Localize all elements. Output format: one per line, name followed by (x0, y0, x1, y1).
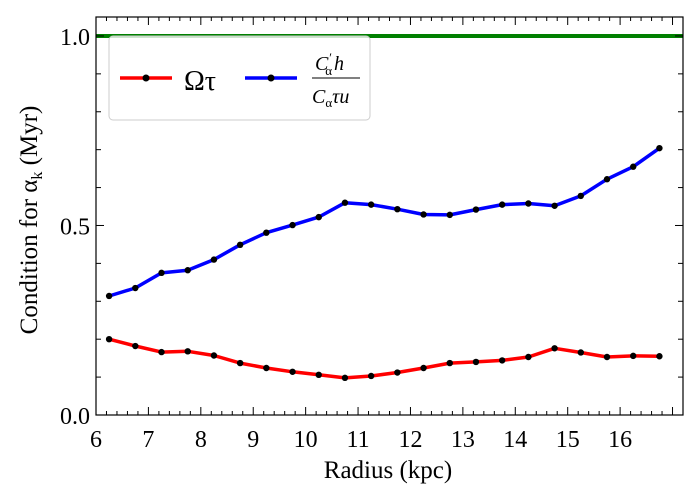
data-point (525, 200, 532, 207)
legend: Ωτ C′ α h Cατu (108, 35, 371, 121)
x-tick-label: 7 (142, 427, 154, 453)
data-point (472, 358, 480, 366)
data-point (236, 359, 244, 367)
data-point (105, 335, 113, 343)
y-axis-label: Condition for αk (Myr) (16, 106, 46, 335)
svg-text:C′αh: C′ α h (315, 50, 344, 78)
data-point (603, 176, 611, 183)
data-point (446, 359, 453, 367)
data-point (105, 292, 113, 300)
data-point (263, 229, 270, 236)
data-point (184, 267, 191, 274)
x-tick-label: 11 (346, 427, 369, 453)
x-tick-label: 14 (503, 427, 527, 453)
data-point (132, 284, 139, 292)
data-point (394, 369, 401, 376)
data-point (315, 213, 322, 221)
data-point (132, 342, 139, 350)
y-axis-label-prefix: Condition for α (16, 180, 43, 335)
x-tick-label: 6 (90, 427, 102, 453)
data-point (525, 353, 532, 361)
y-tick-label: 1.0 (60, 25, 90, 51)
x-tick-label: 9 (247, 427, 259, 453)
legend-marker-omega-tau (142, 74, 150, 82)
series-line-1 (108, 146, 661, 298)
legend-label-omega-tau: Ωτ (184, 66, 216, 97)
series-layer (96, 33, 683, 382)
x-tick-label: 16 (608, 427, 632, 453)
series-line-0 (108, 337, 660, 380)
data-point (367, 201, 375, 208)
axis-ticks: 6 7 8 9 10 11 12 13 14 15 16 0.0 0.5 1.0 (60, 17, 684, 453)
x-tick-label: 10 (294, 427, 318, 453)
y-tick-label: 0.0 (60, 404, 90, 430)
y-axis-label-suffix: (Myr) (16, 106, 43, 172)
data-point (630, 352, 637, 360)
data-point (289, 368, 296, 375)
data-point (446, 211, 453, 219)
legend-label-ratio: C′ α h Cατu (312, 50, 360, 110)
data-point (656, 144, 663, 152)
data-point (498, 357, 506, 364)
data-point (158, 269, 165, 277)
data-point (236, 241, 244, 249)
legend-marker-ratio (267, 74, 275, 82)
data-point (158, 348, 165, 356)
data-point (603, 353, 611, 361)
x-tick-label: 8 (195, 427, 207, 453)
data-point (184, 348, 191, 355)
data-point (420, 364, 427, 372)
data-point (472, 206, 480, 213)
data-point (551, 202, 558, 209)
data-point (341, 374, 349, 382)
data-point (656, 353, 663, 360)
x-tick-label: 13 (451, 427, 475, 453)
data-point (498, 201, 506, 208)
y-tick-label: 0.5 (60, 214, 90, 240)
data-point (210, 256, 218, 263)
x-tick-label: 12 (398, 427, 422, 453)
x-tick-label: 15 (556, 427, 580, 453)
svg-text:Cατu: Cατu (312, 86, 349, 110)
data-point (394, 205, 401, 213)
data-point (551, 345, 558, 352)
data-point (577, 349, 584, 356)
data-point (263, 364, 270, 372)
data-point (577, 192, 584, 200)
data-point (420, 211, 427, 218)
y-axis-label-sub: k (29, 172, 46, 180)
data-point (341, 199, 349, 206)
data-point (367, 372, 375, 380)
legend-box (108, 35, 371, 121)
data-point (630, 163, 637, 170)
data-point (315, 371, 322, 379)
x-axis-label: Radius (kpc) (324, 457, 452, 484)
data-point (210, 352, 218, 359)
data-point (289, 221, 296, 229)
